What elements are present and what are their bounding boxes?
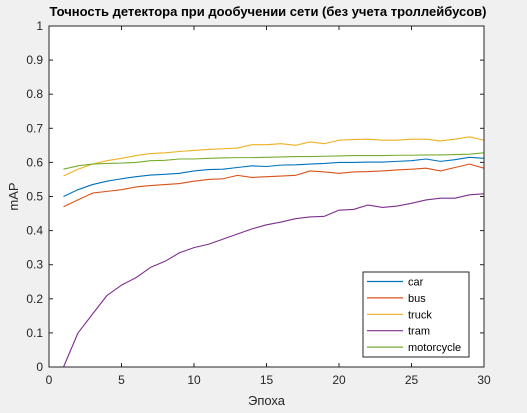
legend: car bus truck tram motorcycle	[363, 272, 469, 357]
y-tick-label: 0.5	[26, 190, 43, 204]
legend-label-motorcycle: motorcycle	[408, 342, 461, 354]
y-tick-label: 0.3	[26, 258, 43, 272]
x-tick-label: 15	[260, 373, 274, 387]
y-axis-title: mAP	[6, 182, 21, 210]
x-tick-label: 5	[118, 373, 125, 387]
x-tick-label: 0	[46, 373, 53, 387]
legend-label-car: car	[408, 277, 424, 289]
y-tick-label: 1	[36, 19, 43, 33]
y-tick-label: 0.2	[26, 292, 43, 306]
x-axis-title: Эпоха	[248, 393, 286, 408]
legend-label-tram: tram	[408, 326, 430, 338]
y-tick-label: 0	[36, 360, 43, 374]
x-tick-label: 25	[405, 373, 419, 387]
x-tick-label: 30	[477, 373, 491, 387]
y-tick-label: 0.6	[26, 155, 43, 169]
legend-label-bus: bus	[408, 293, 426, 305]
y-tick-label: 0.4	[26, 224, 43, 238]
y-tick-label: 0.1	[26, 326, 43, 340]
legend-label-truck: truck	[408, 309, 432, 321]
y-tick-label: 0.9	[26, 53, 43, 67]
y-tick-label: 0.7	[26, 121, 43, 135]
chart-title: Точность детектора при дообучении сети (…	[50, 4, 487, 19]
x-tick-label: 10	[187, 373, 201, 387]
y-tick-label: 0.8	[26, 87, 43, 101]
x-tick-label: 20	[332, 373, 346, 387]
